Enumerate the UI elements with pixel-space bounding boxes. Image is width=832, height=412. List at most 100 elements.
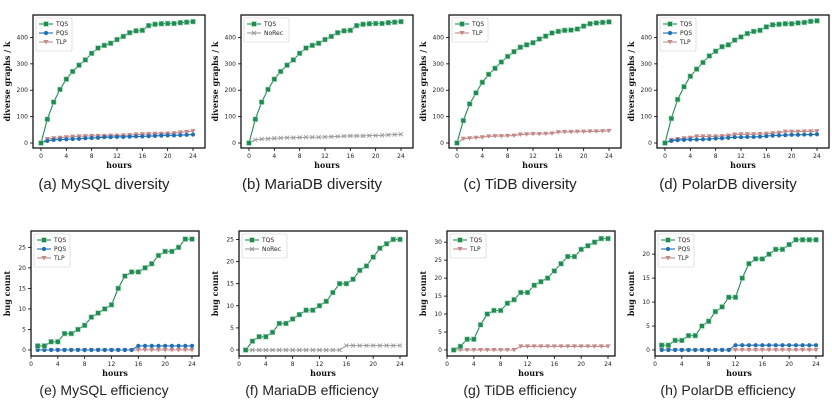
x-tick-label: 20 <box>580 153 588 160</box>
legend: TQS NoRec <box>241 233 288 259</box>
plot-area: 0 100 200 300 400 0 4 8 12 16 20 24 hours diverse gra… <box>626 14 830 170</box>
data-point <box>366 21 373 27</box>
data-point <box>363 263 370 269</box>
data-point <box>372 20 379 27</box>
data-point <box>511 133 517 139</box>
legend-label: TQS <box>261 237 274 244</box>
data-point <box>713 347 718 353</box>
data-point <box>51 137 56 142</box>
data-point <box>392 132 397 137</box>
data-point <box>746 348 752 353</box>
data-point <box>377 245 383 251</box>
series-norec <box>246 131 404 146</box>
data-point <box>679 337 685 344</box>
legend-label: TLP <box>471 30 483 37</box>
y-tick-label: 15 <box>226 281 234 288</box>
data-point <box>315 40 322 46</box>
data-point <box>61 330 68 337</box>
axes-frame <box>448 14 622 149</box>
data-point <box>769 22 776 28</box>
data-point <box>329 134 334 139</box>
data-point <box>517 132 523 137</box>
data-point <box>685 332 692 339</box>
data-point <box>284 135 290 141</box>
data-point <box>335 134 340 139</box>
x-tick-label: 12 <box>316 361 324 368</box>
data-point <box>159 133 164 138</box>
data-point <box>568 27 574 33</box>
data-point <box>773 343 778 348</box>
data-point <box>504 300 511 306</box>
legend-item: NoRec <box>245 246 281 253</box>
data-point <box>263 334 269 340</box>
data-point <box>578 344 584 349</box>
data-point <box>464 348 470 353</box>
legend-item: TQS <box>39 21 68 28</box>
x-tick-label: 0 <box>445 361 449 368</box>
data-point <box>169 348 175 353</box>
data-point <box>323 298 329 305</box>
legend-item: TQS <box>661 237 690 244</box>
data-point <box>50 99 57 105</box>
data-point <box>57 137 63 142</box>
data-point <box>386 132 391 138</box>
legend-marker <box>457 237 463 243</box>
series-pqs <box>38 132 196 146</box>
data-point <box>278 135 283 141</box>
y-tick-label: 20 <box>434 275 442 282</box>
data-point <box>536 36 543 42</box>
chart-mariadb-diversity: 0 100 200 300 400 0 4 8 12 16 20 24 hours diverse gra… <box>208 0 416 205</box>
data-point <box>759 256 766 262</box>
x-tick-label: 24 <box>605 153 613 160</box>
x-axis-title: hours <box>310 368 336 378</box>
x-tick-label: 4 <box>56 361 60 368</box>
data-point <box>713 136 718 141</box>
legend-label: TQS <box>469 237 482 244</box>
data-point <box>353 22 360 29</box>
data-point <box>184 132 189 137</box>
data-point <box>806 237 812 243</box>
x-tick-label: 8 <box>707 361 711 368</box>
data-point <box>585 344 591 349</box>
data-point <box>252 116 259 122</box>
data-point <box>545 344 551 349</box>
data-point <box>659 342 665 348</box>
axes-frame <box>446 230 616 357</box>
data-point <box>139 27 146 34</box>
data-point <box>666 347 671 353</box>
chart-mysql-diversity: 0 100 200 300 400 0 4 8 12 16 20 24 hours diverse gra… <box>0 0 208 205</box>
data-point <box>688 137 693 142</box>
caption: (h) PolarDB efficiency <box>660 382 796 398</box>
data-point <box>699 347 705 353</box>
legend-item: TLP <box>453 246 481 253</box>
data-point <box>136 343 141 348</box>
x-tick-label: 16 <box>139 153 147 160</box>
data-point <box>95 310 101 316</box>
data-point <box>776 21 782 27</box>
data-point <box>538 279 544 285</box>
x-tick-label: 8 <box>90 153 94 160</box>
legend-item: NoRec <box>247 30 283 37</box>
data-point <box>303 347 309 353</box>
legend-marker <box>459 31 465 36</box>
data-point <box>542 33 549 39</box>
data-point <box>578 246 584 253</box>
data-point <box>259 136 264 142</box>
data-point <box>788 21 795 27</box>
legend: TQS PQS TLP <box>657 233 695 268</box>
legend-marker <box>43 21 49 27</box>
data-point <box>397 236 403 243</box>
data-point <box>75 347 81 353</box>
data-point <box>558 261 564 267</box>
legend-label: TQS <box>679 21 692 28</box>
data-point <box>726 135 731 140</box>
y-tick-label: 0 <box>232 140 236 147</box>
x-axis-title: hours <box>518 368 544 378</box>
data-point <box>296 50 303 56</box>
data-point <box>82 57 89 63</box>
x-tick-label: 0 <box>653 361 657 368</box>
data-point <box>289 316 296 322</box>
data-point <box>574 129 580 135</box>
data-point <box>149 261 155 267</box>
data-point <box>751 132 757 137</box>
